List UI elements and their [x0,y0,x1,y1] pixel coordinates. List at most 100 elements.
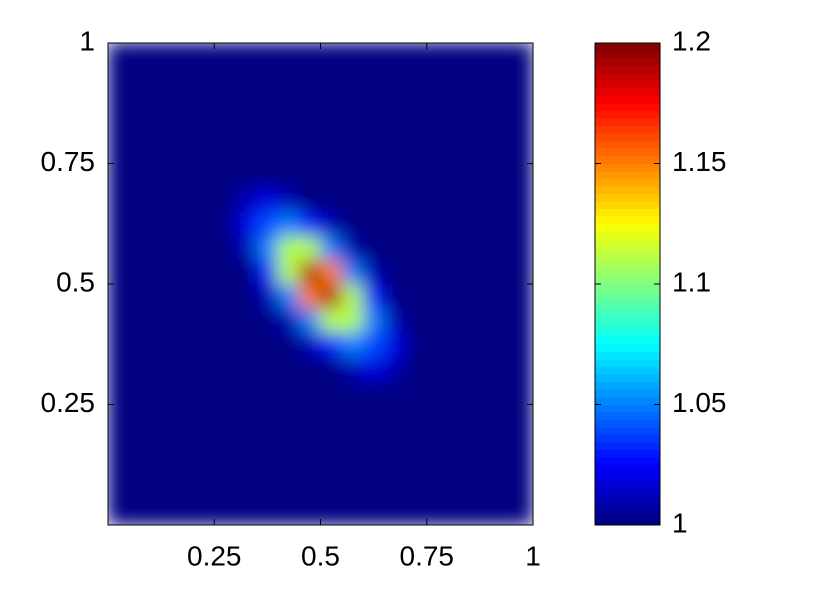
heatmap-cell [256,90,279,116]
colorbar-swatch [595,283,660,292]
heatmap-cell [468,428,491,454]
heatmap-cell [320,211,343,237]
heatmap-cell [320,428,343,454]
heatmap-cell [213,476,236,502]
heatmap-cell [468,163,491,189]
colorbar-swatch [595,509,660,518]
heatmap-cell [341,114,364,140]
heatmap-cell [490,66,513,92]
heatmap-cell [256,404,279,430]
colorbar-swatch [595,200,660,209]
heatmap-cell [405,43,428,68]
heatmap-cell [108,114,130,140]
heatmap-cell [150,163,173,189]
heatmap-cell [405,235,428,261]
heatmap-cell [192,428,215,454]
heatmap-cell [192,43,215,68]
heatmap-cell [490,331,513,357]
heatmap-cell [447,476,470,502]
heatmap-cell [150,355,173,381]
heatmap-cell [256,66,279,92]
colorbar-swatch [595,178,660,187]
heatmap-cell [490,90,513,116]
heatmap-cell [362,355,385,381]
heatmap-cell [192,211,215,237]
heatmap-cell [447,404,470,430]
heatmap-cell [320,259,343,285]
heatmap-cell [405,500,428,525]
heatmap-cell [235,283,258,309]
heatmap-cell [383,500,406,525]
heatmap-cell [277,283,300,309]
heatmap-cell [383,428,406,454]
heatmap-cell [171,355,194,381]
colorbar-swatch [595,125,660,134]
heatmap-cell [468,211,491,237]
heatmap-cell [171,476,194,502]
heatmap-cell [468,331,491,357]
colorbar-swatch [595,404,660,413]
heatmap-cell [320,379,343,405]
heatmap-cell [490,187,513,213]
heatmap-cell [511,163,533,189]
heatmap-cell [298,90,321,116]
heatmap-cell [298,43,321,68]
heatmap-cell [277,379,300,405]
heatmap-cell [447,452,470,478]
heatmap-cell [192,66,215,92]
colorbar-swatch [595,50,660,59]
heatmap-cell [511,66,533,92]
heatmap-cell [192,138,215,164]
heatmap-cell [213,211,236,237]
heatmap-cell [320,90,343,116]
heatmap-cell [426,379,449,405]
heatmap-cell [235,211,258,237]
heatmap-cell [277,163,300,189]
heatmap-cell [150,283,173,309]
heatmap-cell [277,428,300,454]
heatmap-cell [256,187,279,213]
heatmap-cell [256,163,279,189]
heatmap-cell [383,114,406,140]
heatmap-cell [405,90,428,116]
colorbar-swatch [595,193,660,202]
heatmap-cell [511,283,533,309]
heatmap-cell [298,235,321,261]
heatmap-cell [490,114,513,140]
heatmap-cell [447,307,470,333]
heatmap-cell [320,66,343,92]
heatmap-cell [426,114,449,140]
heatmap-cell [128,476,151,502]
heatmap-cell [468,500,491,525]
heatmap-cell [108,428,130,454]
colorbar-swatch [595,246,660,255]
heatmap-cell [235,379,258,405]
heatmap-cell [235,404,258,430]
colorbar-swatch [595,389,660,398]
heatmap-cell [405,187,428,213]
heatmap-cell [277,114,300,140]
colorbar-tick-label: 1.05 [672,387,727,418]
heatmap-cell [468,452,491,478]
heatmap-cell [171,428,194,454]
heatmap-cell [256,331,279,357]
heatmap-cell [256,476,279,502]
heatmap-cell [490,404,513,430]
colorbar-swatch [595,95,660,104]
heatmap-cell [277,404,300,430]
colorbar-swatch [595,374,660,383]
colorbar-swatch [595,494,660,503]
heatmap-cell [108,379,130,405]
heatmap-cell [171,211,194,237]
heatmap-cell [277,66,300,92]
heatmap-cell [468,90,491,116]
heatmap-cell [490,379,513,405]
heatmap-cell [426,307,449,333]
heatmap-cell [426,331,449,357]
heatmap-cell [383,283,406,309]
heatmap-cell [108,452,130,478]
heatmap-cell [447,283,470,309]
colorbar-swatch [595,261,660,270]
heatmap-cell [298,283,321,309]
heatmap-cell [341,90,364,116]
